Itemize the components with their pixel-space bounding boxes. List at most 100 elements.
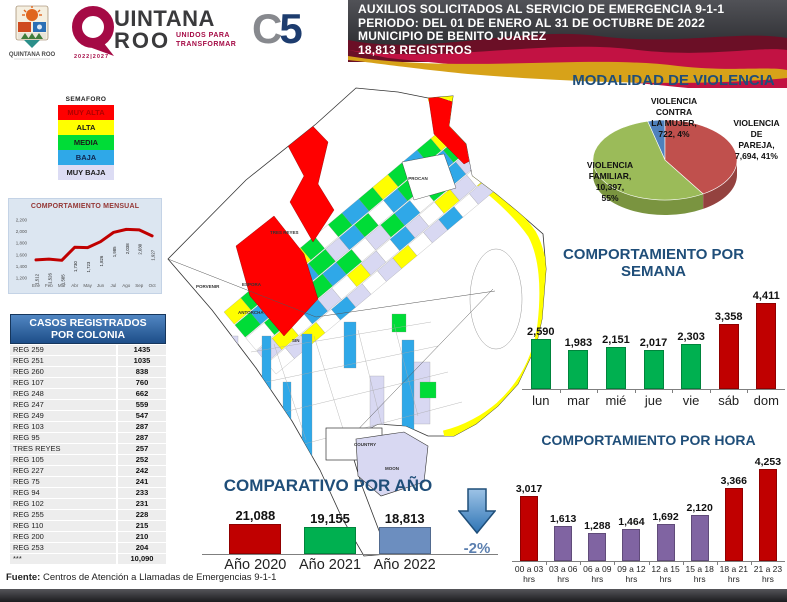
down-arrow-icon bbox=[457, 488, 497, 535]
bar bbox=[681, 344, 702, 389]
colonia-name: REG 107 bbox=[10, 378, 116, 388]
bar bbox=[588, 533, 607, 561]
source-text: Centros de Atención a Llamadas de Emerge… bbox=[40, 572, 277, 583]
bar bbox=[605, 347, 626, 389]
colonia-count: 228 bbox=[118, 510, 166, 520]
point-label: 1,526 bbox=[47, 272, 52, 283]
bar-column: 1,288 bbox=[580, 520, 614, 561]
y-tick: 1,400 bbox=[16, 264, 28, 269]
bar bbox=[520, 495, 539, 561]
bar bbox=[756, 303, 777, 389]
colonia-name: REG 249 bbox=[10, 411, 116, 421]
colonia-count: 10,090 bbox=[118, 554, 166, 564]
bar bbox=[530, 338, 551, 389]
x-tick: Ene bbox=[32, 283, 41, 288]
table-row: REG 259 1435 bbox=[10, 345, 166, 355]
y-tick: 1,800 bbox=[16, 241, 28, 246]
colonia-count: 257 bbox=[118, 444, 166, 454]
week-chart-title: COMPORTAMIENTO POR SEMANA bbox=[562, 246, 745, 280]
colonia-table-rows: REG 259 1435 REG 251 1035 REG 260 838 REG 107 7… bbox=[10, 345, 166, 564]
moon-area bbox=[355, 431, 429, 497]
pie-rim-familiar bbox=[593, 160, 704, 215]
bar-column: 18,813 bbox=[367, 511, 442, 554]
colonia-count: 204 bbox=[118, 543, 166, 553]
pie-callout-pareja: VIOLENCIA DE PAREJA, 7,694, 41% bbox=[733, 118, 780, 162]
colonia-name: REG 259 bbox=[10, 345, 116, 355]
qr-years: 2022|2027 bbox=[74, 54, 110, 60]
bar-column: 2,303 bbox=[672, 331, 710, 389]
y-tick: 1,200 bbox=[16, 276, 28, 281]
x-tick: Jun bbox=[97, 283, 105, 288]
bar-value-label: 2,303 bbox=[677, 331, 705, 344]
axis-category-label: vie bbox=[672, 389, 710, 408]
point-label: 1,927 bbox=[151, 249, 156, 260]
x-tick: Sep bbox=[135, 283, 144, 288]
table-row: REG 102 231 bbox=[10, 499, 166, 509]
axis-category-label: 18 a 21 hrs bbox=[716, 561, 751, 584]
colonia-name: REG 94 bbox=[10, 488, 116, 498]
x-tick: Ago bbox=[122, 283, 131, 288]
axis-category-label: Año 2021 bbox=[298, 557, 362, 573]
source-prefix: Fuente: bbox=[6, 572, 41, 583]
table-row: REG 247 559 bbox=[10, 400, 166, 410]
colonia-count: 287 bbox=[118, 422, 166, 432]
axis-category-label: Año 2022 bbox=[373, 557, 436, 573]
hour-chart-title: COMPORTAMIENTO POR HORA bbox=[541, 432, 756, 448]
legend-item-baja: BAJA bbox=[58, 150, 114, 165]
colonia-name: REG 110 bbox=[10, 521, 116, 531]
semaforo-items: MUY ALTA ALTA MEDIA BAJA MUY BAJA bbox=[58, 105, 114, 180]
axis-category-label: 21 a 23 hrs bbox=[750, 561, 785, 584]
c5-letter-c: C bbox=[252, 5, 282, 52]
bar bbox=[622, 529, 641, 561]
pie-slice-familiar bbox=[592, 120, 704, 201]
colonia-count: 242 bbox=[118, 466, 166, 476]
banner-line-4: 18,813 REGISTROS bbox=[358, 42, 472, 57]
banner-line-2: PERIODO: DEL 01 DE ENERO AL 31 DE OCTUBR… bbox=[358, 15, 706, 30]
point-label: 1,723 bbox=[86, 261, 91, 272]
lagoon bbox=[469, 248, 523, 350]
axis-category-label: Año 2020 bbox=[224, 557, 287, 573]
axis-category-label: sáb bbox=[709, 389, 748, 408]
legend-item-media: MEDIA bbox=[58, 135, 114, 150]
week-chart: COMPORTAMIENTO POR SEMANA 2,590 1,983 2,15… bbox=[522, 246, 785, 408]
table-row: REG 227 242 bbox=[10, 466, 166, 476]
axis-category-label: 06 a 09 hrs bbox=[580, 561, 614, 584]
pie-callout-familiar: VIOLENCIA FAMILIAR, 10,397, 55% bbox=[586, 160, 634, 204]
bar-column: 1,464 bbox=[614, 516, 648, 561]
colonia-count: 215 bbox=[118, 521, 166, 531]
c5-letter-5: 5 bbox=[279, 5, 302, 52]
hour-bars: 3,017 1,613 1,288 1,464 1,692 2,120 3,366 4,253 bbox=[512, 456, 785, 562]
semaforo-legend: SEMAFORO MUY ALTA ALTA MEDIA BAJA MUY BAJA bbox=[58, 96, 114, 180]
bar-value-label: 2,151 bbox=[602, 334, 630, 347]
bar-column: 21,088 bbox=[218, 508, 293, 554]
semaforo-title: SEMAFORO bbox=[65, 96, 107, 103]
bottom-bar bbox=[0, 589, 787, 602]
colonia-table: CASOS REGISTRADOS POR COLONIA REG 259 143… bbox=[10, 314, 166, 564]
map-label-antorcha: ANTORCHA bbox=[238, 310, 264, 315]
pie-rim-pareja bbox=[703, 160, 737, 209]
axis-category-label: 09 a 12 hrs bbox=[614, 561, 648, 584]
colonia-count: 760 bbox=[118, 378, 166, 388]
colonia-name: REG 251 bbox=[10, 356, 116, 366]
table-row: REG 249 547 bbox=[10, 411, 166, 421]
bar bbox=[758, 469, 777, 561]
table-row: REG 110 215 bbox=[10, 521, 166, 531]
bar-value-label: 3,358 bbox=[714, 310, 743, 323]
legend-item-muy-alta: MUY ALTA bbox=[58, 105, 114, 120]
x-tick: May bbox=[83, 283, 92, 288]
bar-column: 3,366 bbox=[717, 475, 751, 561]
quintana-roo-logo: UINTANA ROO UNIDOS PARA TRANSFORMAR 2022… bbox=[72, 4, 254, 66]
pie-chart: MODALIDAD DE VIOLENCIA VIOLENCIA CONTRA … bbox=[560, 72, 787, 248]
bar bbox=[724, 488, 743, 561]
table-row: REG 75 241 bbox=[10, 477, 166, 487]
axis-category-label: 12 a 15 hrs bbox=[648, 561, 683, 584]
map-label-moon: MOON bbox=[385, 466, 399, 471]
table-row: REG 94 233 bbox=[10, 488, 166, 498]
banner-line-3: MUNICIPIO DE BENITO JUAREZ bbox=[358, 29, 547, 43]
colonia-name: REG 227 bbox=[10, 466, 116, 476]
banner-waves bbox=[348, 0, 787, 88]
street-grid bbox=[250, 321, 463, 445]
table-row: REG 103 287 bbox=[10, 422, 166, 432]
bar bbox=[568, 350, 589, 389]
